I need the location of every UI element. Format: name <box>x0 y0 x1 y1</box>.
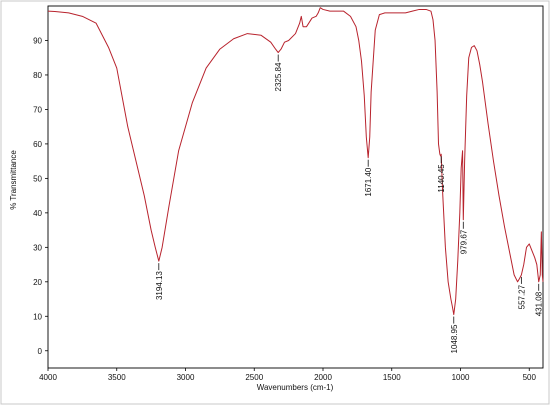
x-axis-title: Wavenumbers (cm-1) <box>257 383 334 392</box>
y-axis: 0 10 20 30 40 50 60 70 80 90 <box>33 36 48 356</box>
transmittance-series-line <box>47 7 544 316</box>
y-tick-label: 0 <box>38 347 43 356</box>
x-tick-label: 3500 <box>108 373 126 382</box>
x-tick-label: 2000 <box>314 373 332 382</box>
y-tick-label: 90 <box>33 36 42 45</box>
peak-label: 557.27 <box>517 284 526 309</box>
peak-label: 1671.40 <box>364 167 373 196</box>
y-tick-label: 60 <box>33 140 42 149</box>
peak-label: 979.67 <box>459 229 468 254</box>
x-tick-label: 3000 <box>177 373 195 382</box>
peak-label: 1048.95 <box>450 324 459 353</box>
x-tick-label: 4000 <box>39 373 57 382</box>
y-tick-label: 80 <box>33 71 42 80</box>
peak-label: 1140.45 <box>437 164 446 193</box>
y-tick-label: 20 <box>33 278 42 287</box>
y-tick-label: 10 <box>33 312 42 321</box>
x-tick-label: 2500 <box>245 373 263 382</box>
y-tick-label: 30 <box>33 243 42 252</box>
peak-label: 3194.13 <box>155 271 164 300</box>
y-tick-label: 70 <box>33 105 42 114</box>
x-tick-label: 1500 <box>383 373 401 382</box>
y-tick-label: 50 <box>33 174 42 183</box>
y-axis-title: % Transmittance <box>9 150 18 210</box>
peak-annotations: 3194.13 2325.84 1671.40 1140.45 1048.95 979.6… <box>155 54 544 353</box>
y-tick-label: 40 <box>33 209 42 218</box>
peak-label: 431.08 <box>535 291 544 316</box>
x-axis: 4000 3500 3000 2500 2000 1500 1000 500 <box>39 368 536 382</box>
peak-label: 2325.84 <box>274 62 283 91</box>
x-tick-label: 500 <box>523 373 537 382</box>
x-tick-label: 1000 <box>452 373 470 382</box>
